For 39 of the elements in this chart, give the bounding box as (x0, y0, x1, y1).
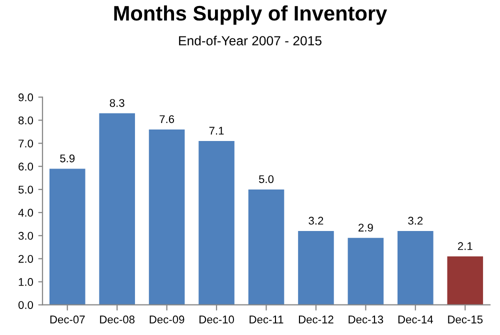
y-tick-label: 4.0 (18, 208, 34, 217)
y-tick-label: 9.0 (18, 93, 34, 102)
y-tick-label: 6.0 (18, 162, 34, 171)
bar (348, 238, 384, 305)
data-label: 7.6 (160, 115, 174, 124)
x-tick-label: Dec-15 (448, 316, 483, 324)
bar (198, 141, 234, 305)
data-label: 2.1 (458, 242, 472, 250)
bar (298, 231, 334, 305)
y-tick-label: 1.0 (18, 278, 34, 286)
x-tick-label: Dec-12 (298, 316, 334, 324)
bar (99, 113, 135, 305)
data-label: 8.3 (110, 99, 124, 107)
y-tick-label: 0.0 (18, 301, 34, 309)
y-tick-label: 8.0 (18, 116, 34, 124)
y-tick-label: 7.0 (18, 140, 34, 148)
bar (447, 256, 484, 305)
data-label: 5.0 (258, 175, 274, 184)
data-label: 3.2 (408, 216, 423, 225)
y-tick-label: 5.0 (18, 186, 34, 194)
x-tick-label: Dec-11 (250, 316, 284, 324)
bar (248, 189, 284, 305)
x-tick-label: Dec-07 (50, 316, 85, 324)
data-label: 2.9 (358, 224, 373, 232)
x-tick-label: Dec-13 (348, 316, 384, 324)
chart-title: Months Supply of Inventory (114, 5, 388, 25)
x-tick-label: Dec-08 (100, 316, 135, 324)
y-tick-label: 3.0 (18, 232, 34, 240)
x-tick-label: Dec-09 (150, 316, 184, 324)
x-tick-label: Dec-10 (200, 316, 234, 324)
bar (148, 129, 185, 305)
x-tick-label: Dec-14 (398, 316, 433, 324)
bar (398, 231, 434, 305)
y-tick-label: 2.0 (18, 254, 34, 263)
chart-subtitle: End-of-Year 2007 - 2015 (179, 36, 322, 46)
bar (49, 168, 86, 305)
data-label: 3.2 (308, 216, 324, 225)
data-label: 5.9 (60, 154, 75, 162)
data-label: 7.1 (209, 126, 224, 135)
